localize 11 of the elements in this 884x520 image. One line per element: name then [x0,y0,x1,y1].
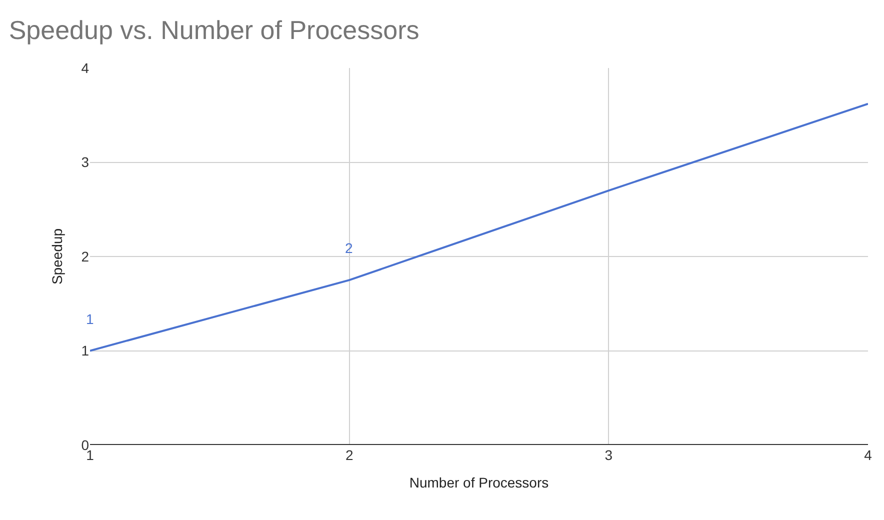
y-tick-label: 2 [81,248,90,264]
x-axis-title: Number of Processors [409,474,549,490]
x-tick-label: 3 [604,447,613,463]
y-tick-label: 4 [81,60,90,76]
y-tick-label: 1 [81,342,90,359]
x-tick-label: 2 [345,447,354,463]
y-axis-title: Speedup [48,228,65,285]
annotation: 2 [345,240,353,256]
y-tick-label: 3 [81,154,90,170]
x-tick-label: 4 [864,447,872,463]
chart-title: Speedup vs. Number of Processors [8,15,420,45]
